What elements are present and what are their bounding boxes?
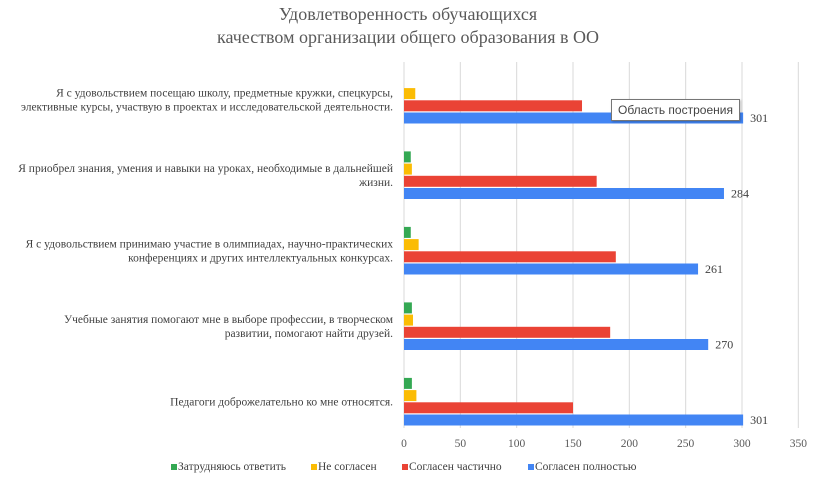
- category-label: жизни.: [358, 177, 393, 189]
- bar: [404, 390, 417, 402]
- x-tick-label: 150: [564, 438, 582, 450]
- category-label: Я приобрел знания, умения и навыки на ур…: [18, 163, 393, 175]
- x-tick-label: 200: [621, 438, 639, 450]
- category-label: Педагоги доброжелательно ко мне относятс…: [170, 397, 393, 409]
- bar: [404, 263, 699, 275]
- bar: [404, 326, 611, 338]
- bar: [404, 314, 414, 326]
- bar: [404, 151, 411, 163]
- category-label: Я с удовольствием принимаю участие в оли…: [26, 239, 394, 251]
- legend-label: Затрудняюсь ответить: [178, 461, 286, 473]
- plot-area-tooltip: Область построения: [611, 99, 740, 121]
- data-label: 261: [705, 262, 723, 276]
- x-tick-label: 50: [455, 438, 467, 450]
- legend-label: Согласен полностью: [535, 461, 637, 473]
- bar: [404, 226, 411, 238]
- data-label: 301: [750, 413, 768, 427]
- category-label: конференциях и других интеллектуальных к…: [128, 253, 393, 265]
- category-label: развитии, помогают найти друзей.: [225, 328, 393, 340]
- bar: [404, 112, 744, 124]
- legend-swatch: [171, 464, 177, 470]
- x-tick-label: 300: [733, 438, 751, 450]
- bar: [404, 100, 583, 112]
- chart-title-line: качеством организации общего образования…: [217, 27, 599, 47]
- bar: [404, 175, 597, 187]
- bar: [404, 88, 416, 100]
- category-label: элективные курсы, участвую в проектах и …: [21, 102, 393, 114]
- data-label: 301: [750, 111, 768, 125]
- legend-label: Не согласен: [318, 461, 377, 473]
- x-tick-label: 0: [401, 438, 407, 450]
- data-label: 270: [715, 338, 733, 352]
- bar: [404, 414, 744, 426]
- bar: [404, 377, 412, 389]
- data-label: 284: [731, 187, 749, 201]
- x-tick-label: 250: [677, 438, 695, 450]
- bar: [404, 302, 412, 314]
- legend-swatch: [402, 464, 408, 470]
- legend-swatch: [528, 464, 534, 470]
- legend-label: Согласен частично: [409, 461, 502, 473]
- legend-swatch: [311, 464, 317, 470]
- x-tick-label: 350: [790, 438, 808, 450]
- category-label: Учебные занятия помогают мне в выборе пр…: [64, 314, 394, 326]
- bar: [404, 188, 724, 199]
- bar: [404, 251, 616, 263]
- bar: [404, 402, 573, 414]
- category-label: Я с удовольствием посещаю школу, предмет…: [56, 88, 393, 100]
- bar: [404, 239, 419, 251]
- x-tick-label: 100: [508, 438, 526, 450]
- chart-title-line: Удовлетворенность обучающихся: [279, 4, 537, 24]
- bar: [404, 163, 412, 175]
- bar: [404, 339, 709, 350]
